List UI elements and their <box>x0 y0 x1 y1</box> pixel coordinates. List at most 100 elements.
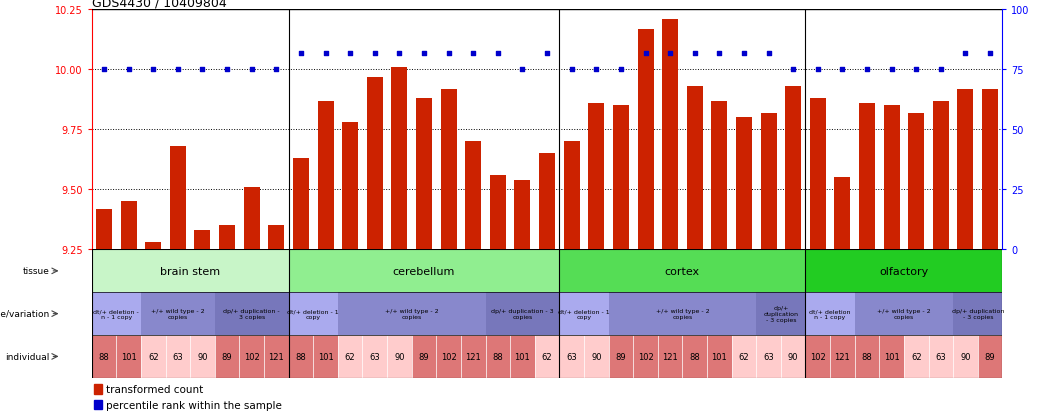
Bar <box>289 250 560 292</box>
Text: brain stem: brain stem <box>160 266 220 276</box>
Bar <box>244 188 259 250</box>
Text: 101: 101 <box>712 352 727 361</box>
Bar <box>363 335 387 378</box>
Bar <box>609 292 756 335</box>
Point <box>194 67 210 74</box>
Text: 90: 90 <box>961 352 971 361</box>
Text: 63: 63 <box>369 352 380 361</box>
Bar <box>392 68 407 250</box>
Point <box>465 50 481 57</box>
Bar <box>662 20 678 250</box>
Bar <box>416 99 432 250</box>
Text: 88: 88 <box>296 352 306 361</box>
Text: dp/+
duplication
- 3 copies: dp/+ duplication - 3 copies <box>764 306 798 322</box>
Bar <box>318 101 333 250</box>
Point <box>293 50 309 57</box>
Bar <box>289 335 314 378</box>
Text: 90: 90 <box>197 352 207 361</box>
Bar <box>805 335 830 378</box>
Bar <box>219 226 235 250</box>
Bar <box>92 335 117 378</box>
Bar <box>314 335 338 378</box>
Point <box>834 67 850 74</box>
Point <box>514 67 530 74</box>
Bar <box>761 113 776 250</box>
Text: 102: 102 <box>638 352 653 361</box>
Text: 102: 102 <box>244 352 259 361</box>
Text: 62: 62 <box>148 352 158 361</box>
Point <box>441 50 457 57</box>
Point <box>588 67 604 74</box>
Bar <box>884 106 899 250</box>
Text: +/+ wild type - 2
copies: +/+ wild type - 2 copies <box>151 309 204 319</box>
Bar <box>293 159 308 250</box>
Text: 90: 90 <box>394 352 404 361</box>
Bar <box>490 176 505 250</box>
Text: GDS4430 / 10409804: GDS4430 / 10409804 <box>92 0 226 9</box>
Bar <box>977 335 1002 378</box>
Bar <box>712 101 727 250</box>
Text: dt/+ deletion -
n - 1 copy: dt/+ deletion - n - 1 copy <box>94 309 140 319</box>
Point <box>145 67 162 74</box>
Bar <box>145 243 162 250</box>
Point <box>711 50 727 57</box>
Text: individual: individual <box>5 352 50 361</box>
Bar <box>879 335 904 378</box>
Point <box>416 50 432 57</box>
Point <box>637 50 653 57</box>
Point <box>982 50 998 57</box>
Bar <box>560 335 584 378</box>
Bar <box>166 335 190 378</box>
Bar <box>854 292 953 335</box>
Bar <box>461 335 486 378</box>
Bar <box>805 292 854 335</box>
Point <box>884 67 900 74</box>
Point <box>958 50 974 57</box>
Text: 63: 63 <box>173 352 183 361</box>
Bar <box>289 292 338 335</box>
Bar <box>441 89 456 250</box>
Text: transformed count: transformed count <box>106 384 203 394</box>
Bar <box>195 231 210 250</box>
Bar <box>904 335 928 378</box>
Text: 89: 89 <box>419 352 429 361</box>
Text: cerebellum: cerebellum <box>393 266 455 276</box>
Point <box>539 50 555 57</box>
Point <box>810 67 826 74</box>
Bar <box>683 335 708 378</box>
Point <box>268 67 284 74</box>
Text: dp/+ duplication - 3
copies: dp/+ duplication - 3 copies <box>491 309 553 319</box>
Bar <box>609 335 634 378</box>
Bar <box>708 335 731 378</box>
Bar <box>117 335 141 378</box>
Text: 89: 89 <box>222 352 232 361</box>
Text: +/+ wild type - 2
copies: +/+ wild type - 2 copies <box>877 309 931 319</box>
Bar <box>170 147 185 250</box>
Text: dp/+ duplication -
3 copies: dp/+ duplication - 3 copies <box>223 309 280 319</box>
Text: 101: 101 <box>884 352 899 361</box>
Bar <box>96 209 111 250</box>
Text: cortex: cortex <box>665 266 700 276</box>
Point <box>613 67 629 74</box>
Point <box>761 50 777 57</box>
Bar <box>830 335 854 378</box>
Bar <box>560 250 805 292</box>
Bar <box>780 335 805 378</box>
Bar <box>634 335 658 378</box>
Bar <box>215 335 240 378</box>
Text: 88: 88 <box>99 352 109 361</box>
Bar <box>638 29 653 250</box>
Point <box>244 67 260 74</box>
Text: 63: 63 <box>936 352 946 361</box>
Bar <box>92 249 1002 250</box>
Point <box>342 50 358 57</box>
Point <box>120 67 137 74</box>
Bar <box>92 250 289 292</box>
Bar <box>983 89 998 250</box>
Bar <box>539 154 555 250</box>
Point <box>367 50 383 57</box>
Text: +/+ wild type - 2
copies: +/+ wild type - 2 copies <box>384 309 439 319</box>
Text: 62: 62 <box>911 352 921 361</box>
Bar <box>854 335 879 378</box>
Bar <box>486 335 511 378</box>
